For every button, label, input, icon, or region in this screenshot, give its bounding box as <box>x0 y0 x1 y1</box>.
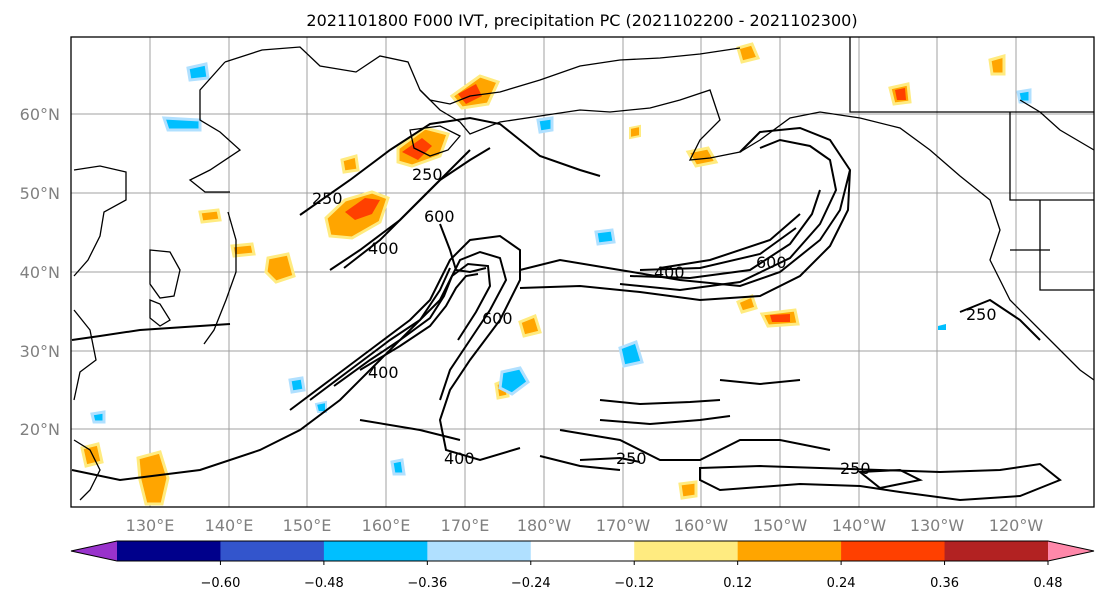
contour-label: 400 <box>444 449 475 468</box>
latitude-labels: 60°N 50°N 40°N 30°N 20°N <box>20 105 60 439</box>
colorbar-tick-label: −0.24 <box>511 576 551 591</box>
contour-label: 250 <box>616 449 647 468</box>
colorbar-segment <box>841 541 946 561</box>
lon-label: 120°W <box>989 516 1044 535</box>
colorbar-extend-max <box>1048 541 1094 561</box>
colorbar-segment <box>530 541 635 561</box>
colorbar-segment <box>944 541 1049 561</box>
colorbar-tick-label: −0.36 <box>407 576 447 591</box>
colorbar-blocks <box>117 541 1049 561</box>
colorbar-tick-label: 0.36 <box>930 576 959 591</box>
colorbar-segment <box>323 541 428 561</box>
lon-label: 140°E <box>205 516 254 535</box>
contour-label: 250 <box>312 189 343 208</box>
colorbar-tick-label: −0.60 <box>201 576 241 591</box>
lon-label: 150°W <box>753 516 808 535</box>
colorbar-tick-label: 0.12 <box>723 576 752 591</box>
contour-label: 250 <box>840 459 871 478</box>
lon-label: 130°E <box>126 516 175 535</box>
colorbar-outline <box>70 540 1095 562</box>
contour-label: 400 <box>368 239 399 258</box>
coastlines <box>73 37 1095 501</box>
contour-label: 400 <box>654 263 685 282</box>
lat-label: 40°N <box>20 263 60 282</box>
lat-label: 50°N <box>20 184 60 203</box>
lat-label: 60°N <box>20 105 60 124</box>
colorbar-segment <box>220 541 325 561</box>
lon-label: 160°W <box>674 516 729 535</box>
longitude-labels: 130°E 140°E 150°E 160°E 170°E 180°W 170°… <box>126 516 1044 535</box>
lat-label: 20°N <box>20 420 60 439</box>
lon-label: 170°W <box>596 516 651 535</box>
colorbar-extend-min <box>71 541 117 561</box>
colorbar-segment <box>427 541 532 561</box>
contour-label: 250 <box>412 165 443 184</box>
map-border <box>70 36 1095 508</box>
lon-label: 130°W <box>910 516 965 535</box>
contour-label: 600 <box>756 253 787 272</box>
lon-label: 150°E <box>283 516 332 535</box>
contour-label: 400 <box>368 363 399 382</box>
colorbar: −0.60 −0.48 −0.36 −0.24 −0.12 0.12 0.24 0.36 0.4… <box>70 540 1095 591</box>
colorbar-tick-label: −0.12 <box>614 576 654 591</box>
colorbar-tick-label: −0.48 <box>304 576 344 591</box>
contour-label: 250 <box>966 305 997 324</box>
colorbar-tick-label: 0.24 <box>827 576 856 591</box>
colorbar-tick-label: 0.48 <box>1034 576 1063 591</box>
lon-label: 170°E <box>441 516 490 535</box>
map-title: 2021101800 F000 IVT, precipitation PC (2… <box>306 11 857 30</box>
colorbar-segment <box>634 541 739 561</box>
lon-label: 140°W <box>832 516 887 535</box>
contour-label: 600 <box>482 309 513 328</box>
map-panel: 250 250 250 250 250 400 400 400 400 600 … <box>70 36 1095 508</box>
ivt-contours <box>71 116 1062 502</box>
contour-labels: 250 250 250 250 250 400 400 400 400 600 … <box>312 165 997 478</box>
colorbar-ticks: −0.60 −0.48 −0.36 −0.24 −0.12 0.12 0.24 0.36 0.4… <box>201 561 1063 591</box>
lat-label: 30°N <box>20 342 60 361</box>
colorbar-segment <box>737 541 842 561</box>
colorbar-segment <box>117 541 221 561</box>
lon-label: 160°E <box>362 516 411 535</box>
precipitation-shading <box>80 42 1032 506</box>
lon-label: 180°W <box>517 516 572 535</box>
contour-label: 600 <box>424 207 455 226</box>
